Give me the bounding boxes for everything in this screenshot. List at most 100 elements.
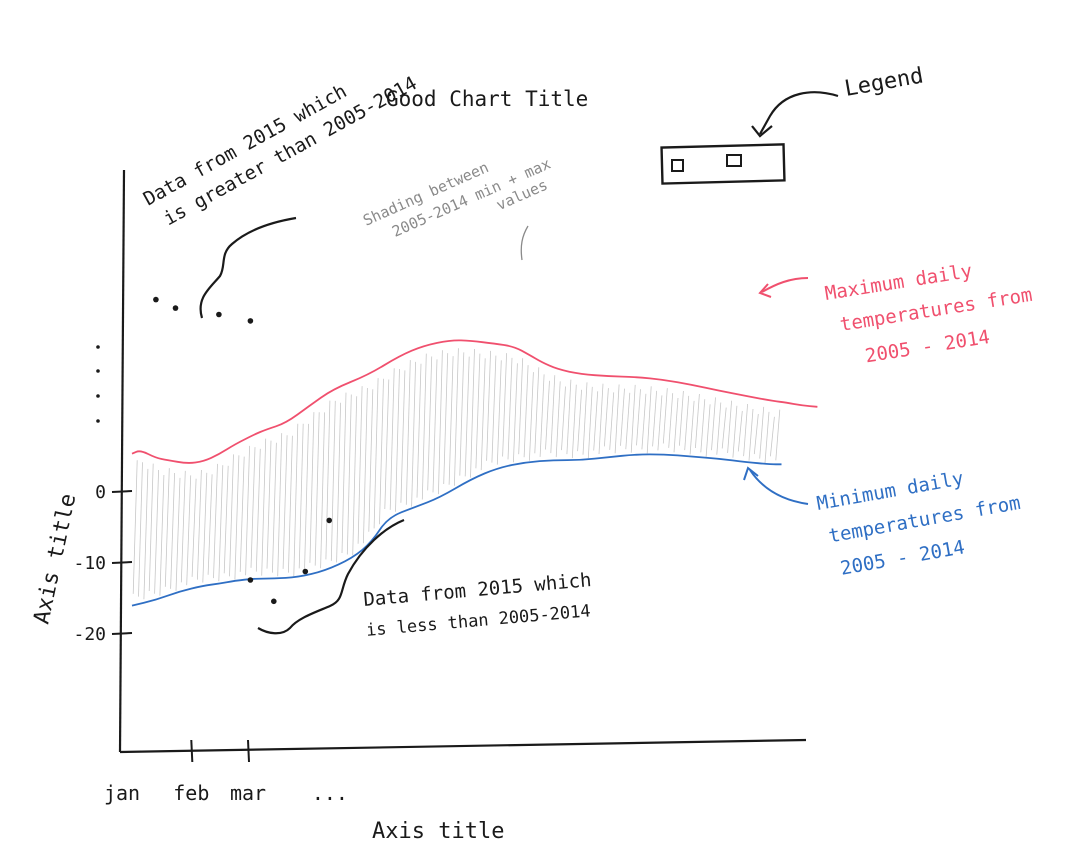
scatter-point [247, 318, 254, 324]
shading-hatch-line [689, 400, 695, 455]
max-annotation-pointer-head [758, 283, 772, 298]
shading-hatch-line [566, 379, 572, 455]
shading-hatch-line [277, 433, 283, 577]
shading-hatch-line [496, 360, 502, 465]
shading-hatch-line [614, 384, 620, 454]
shading-hatch-line [400, 370, 406, 503]
shading-hatch-line [555, 381, 561, 458]
shading-hatch-line [679, 390, 684, 446]
shading-hatch-line [229, 454, 234, 577]
y-tick-mark [111, 632, 133, 635]
shading-hatch-line [132, 460, 138, 594]
x-tick-mark [190, 739, 194, 763]
x-tick-mark [247, 739, 250, 763]
shading-hatch-line [148, 463, 154, 592]
shading-hatch-line [293, 423, 299, 577]
shading-hatch-line [180, 470, 186, 583]
shading-hatch-line [234, 455, 240, 580]
shading-hatch-line [577, 389, 582, 452]
shading-hatch-line [309, 412, 315, 563]
shading-hatch-line [245, 445, 250, 576]
max-temperature-line [131, 339, 818, 464]
shading-hatch-line [272, 442, 277, 573]
shading-hatch-line [550, 375, 556, 454]
shading-hatch-line [641, 393, 647, 450]
shading-hatch-line [379, 378, 384, 525]
shading-hatch-line [620, 388, 625, 446]
shading-hatch-line [727, 400, 732, 454]
shading-hatch-line [438, 350, 443, 495]
shading-hatch-line [491, 355, 497, 463]
max-label-line-3: 2005 - 2014 [864, 326, 992, 367]
shading-hatch-line [534, 367, 540, 454]
shading-hatch-line [480, 358, 486, 471]
legend-pointer-head [751, 125, 773, 138]
legend-label: Legend [843, 63, 926, 101]
x-tick-label: mar [230, 781, 266, 805]
shading-hatch-line [539, 374, 545, 457]
shading-hatch-line [170, 472, 175, 589]
shading-hatch-line [443, 353, 449, 485]
shading-hatch-line [330, 400, 336, 561]
shading-hatch-line [673, 397, 679, 453]
shading-hatch-line [630, 384, 636, 453]
min-temperature-line [131, 453, 782, 607]
shading-hatch-line [416, 363, 422, 498]
shading-hatch-line [513, 363, 518, 463]
shading-hatch-line [695, 393, 700, 449]
scatter-point [153, 296, 159, 303]
shading-hatch-line [202, 472, 208, 583]
shading-hatch-line [298, 423, 304, 569]
shading-hatch-line [255, 448, 261, 572]
scatter-point [271, 598, 277, 605]
shading-hatch-line [464, 356, 470, 477]
y-tick-label: -10 [73, 553, 106, 574]
shading-hatch-line [421, 353, 427, 500]
shading-annotation-pointer [520, 225, 529, 261]
shading-hatch-line [368, 389, 374, 532]
shading-hatch-line [486, 350, 491, 461]
y-axis-ellipsis [96, 345, 100, 423]
x-axis-line [119, 738, 807, 754]
shading-hatch-line [571, 384, 577, 459]
shading-hatch-line [764, 411, 770, 464]
shading-hatch-line [363, 387, 368, 544]
min-max-shading [132, 348, 781, 600]
shading-hatch-line [753, 413, 759, 455]
shading-hatch-line [304, 423, 309, 572]
shading-hatch-line [213, 463, 218, 579]
shading-hatch-line [320, 412, 325, 569]
shading-annotation: Shading between 2005-2014 min + max valu… [360, 155, 553, 241]
shading-hatch-line [625, 392, 631, 450]
legend-box [660, 143, 786, 185]
shading-hatch-line [732, 405, 738, 458]
shading-hatch-line [175, 477, 181, 591]
min-annotation-pointer [749, 469, 809, 505]
shading-hatch-line [197, 469, 202, 580]
y-tick-label: -20 [73, 624, 106, 645]
min-annotation-pointer-head [743, 466, 759, 481]
scatter-point [247, 577, 254, 583]
y-tick-mark [111, 561, 133, 564]
below-annotation: Data from 2015 which is less than 2005-2… [363, 569, 593, 641]
y-tick-mark [111, 490, 133, 493]
shading-hatch-line [721, 407, 727, 449]
below-annotation-pointer [257, 518, 405, 635]
shading-hatch-line [191, 478, 197, 577]
shading-hatch-line [325, 400, 331, 560]
above-annotation-pointer [199, 216, 297, 319]
shading-hatch-line [159, 474, 165, 596]
shading-hatch-line [470, 348, 475, 478]
chart-title: Good Chart Title [386, 87, 588, 111]
min-annotation: Minimum daily temperatures from 2005 - 2… [815, 467, 1022, 579]
shading-hatch-line [341, 392, 347, 554]
shading-hatch-line [748, 408, 754, 461]
shading-hatch-line [716, 402, 722, 455]
shading-hatch-line [288, 435, 293, 573]
shading-hatch-line [593, 391, 599, 451]
shading-hatch-line [743, 403, 748, 457]
y-tick-label: 0 [95, 482, 106, 503]
shading-hatch-line [582, 382, 588, 455]
shading-hatch-line [518, 358, 524, 455]
shading-hatch-line [684, 395, 690, 451]
